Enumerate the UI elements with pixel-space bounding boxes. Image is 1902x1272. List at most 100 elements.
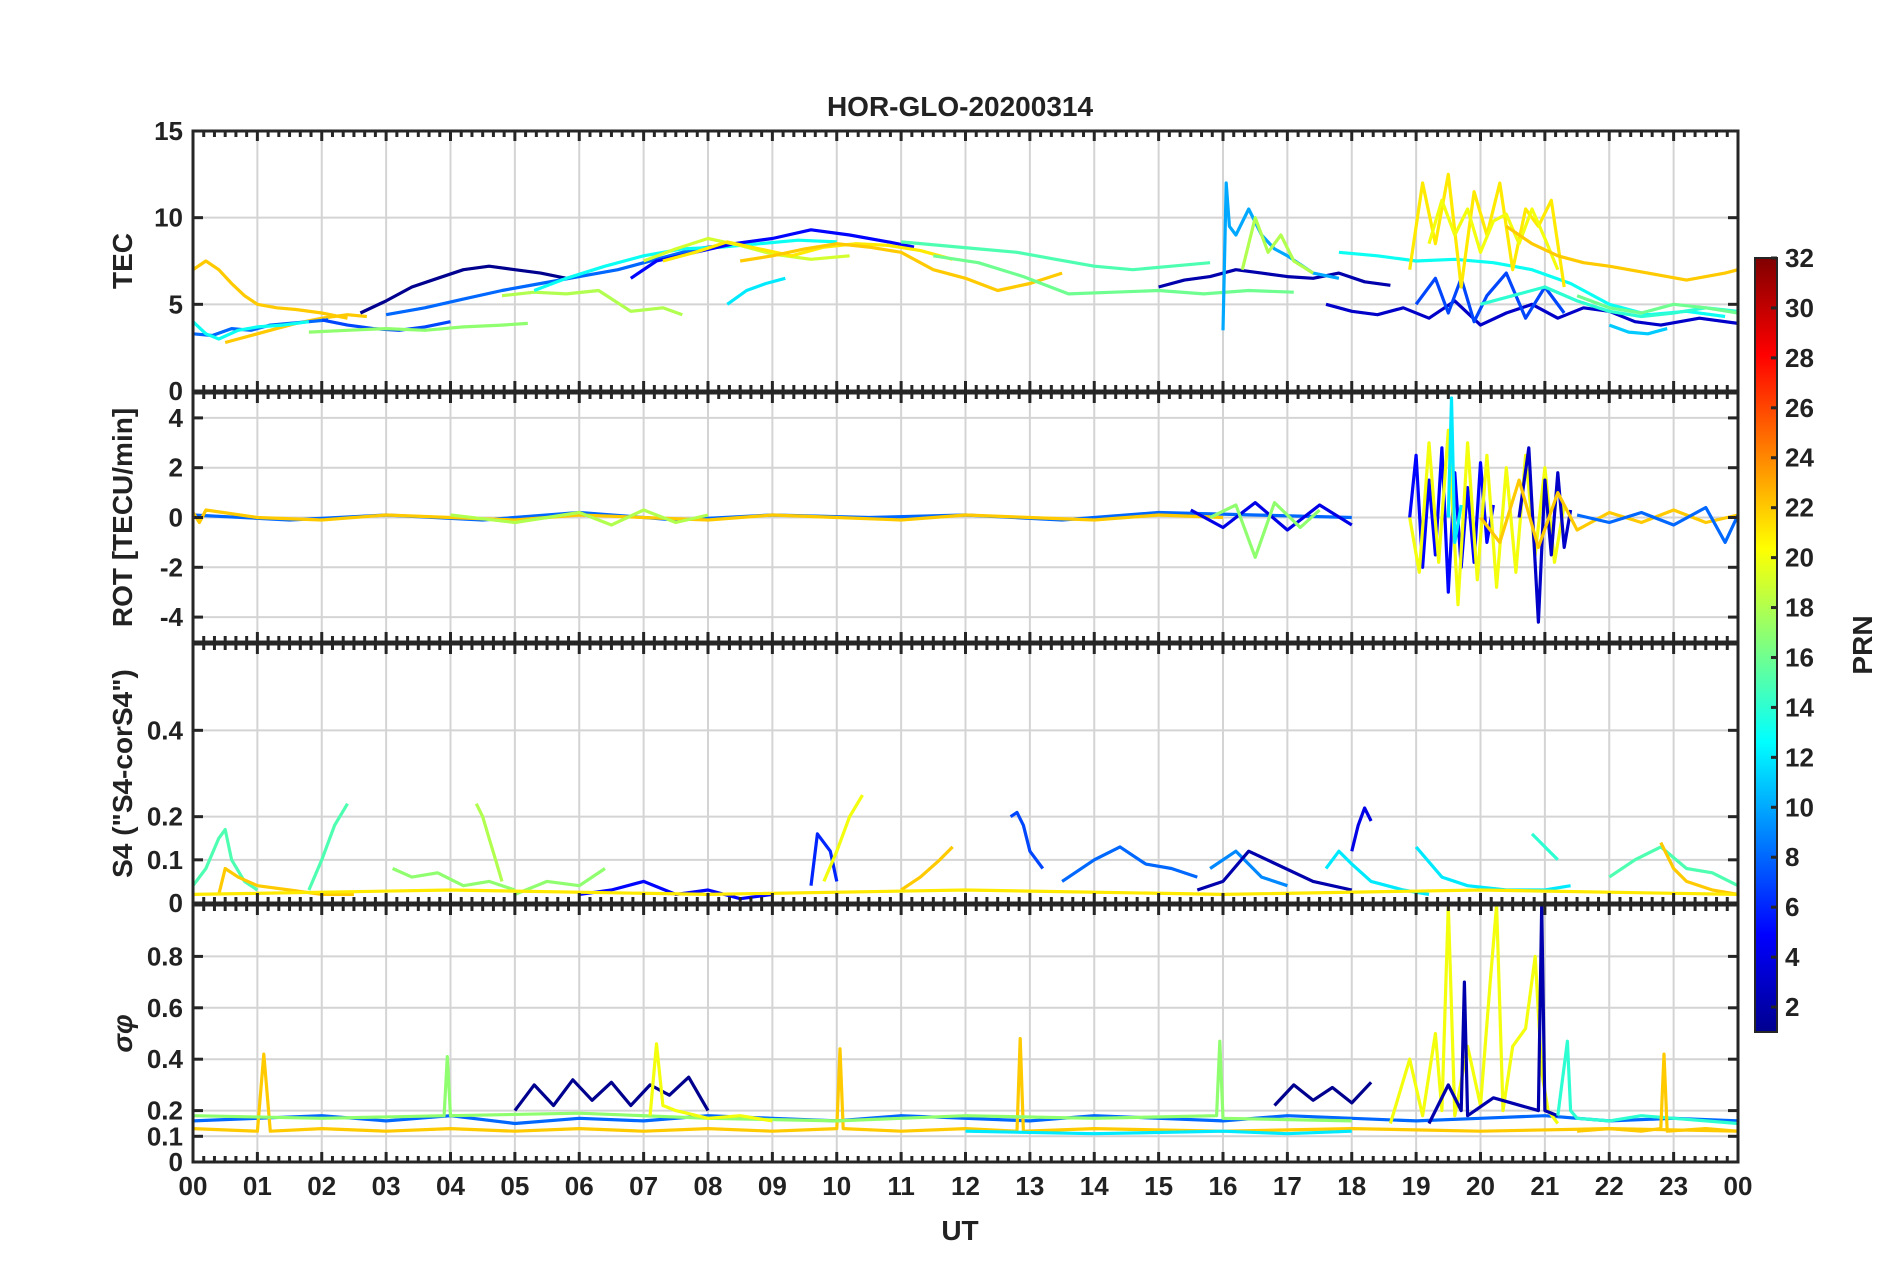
panel-sigma_phi: 00.10.2 0.4 0.6 0.8 σφ: [107, 903, 1740, 1177]
colorbar-tick-label: 10: [1785, 792, 1814, 822]
x-tick-label: 09: [758, 1171, 787, 1201]
trace-prn-22: [900, 845, 954, 892]
trace-prn-20: [648, 1042, 773, 1123]
colorbar-tick-label: 4: [1785, 942, 1800, 972]
x-tick-label: 20: [1466, 1171, 1495, 1201]
x-tick-label: 15: [1144, 1171, 1173, 1201]
colorbar-tick-label: 18: [1785, 593, 1814, 623]
colorbar-tick-label: 20: [1785, 543, 1814, 573]
x-tick-label: 16: [1209, 1171, 1238, 1201]
trace-prn-12: [726, 276, 786, 306]
trace-prn-6: [809, 832, 839, 886]
trace-prn-2: [1158, 268, 1391, 289]
x-tick-label: 17: [1273, 1171, 1302, 1201]
y-tick-label: 0.1: [147, 1121, 183, 1151]
trace-prn-22: [1659, 841, 1738, 896]
x-tick-label: 13: [1015, 1171, 1044, 1201]
y-axis-label: S4 ("S4-corS4"): [107, 669, 138, 878]
x-axis: 00 01 02 03 04 05 06 07 08 09 10 11 12 13 14 15 16 17 18 19…: [179, 1171, 1753, 1201]
colorbar-tick-label: 24: [1785, 443, 1814, 473]
y-tick-label: 0.1: [147, 845, 183, 875]
colorbar-gradient: [1754, 257, 1778, 1033]
x-tick-label: 06: [565, 1171, 594, 1201]
trace-prn-1: [1273, 1081, 1373, 1107]
trace-prn-17: [391, 867, 516, 892]
trace-prn-18: [501, 288, 683, 317]
colorbar-tick-label: 30: [1785, 293, 1814, 323]
trace-prn-13: [533, 238, 837, 292]
x-tick-label: 11: [887, 1171, 915, 1201]
colorbar-tick-label: 32: [1785, 243, 1814, 273]
trace-prn-22: [1479, 478, 1738, 550]
x-tick-label: 19: [1402, 1171, 1431, 1201]
trace-prn-12: [1446, 396, 1463, 545]
trace-prn-20: [822, 794, 864, 883]
x-axis-label: UT: [941, 1215, 978, 1246]
trace-prn-22: [739, 242, 1063, 293]
y-tick-label: 2: [169, 453, 183, 483]
x-tick-label: 02: [307, 1171, 336, 1201]
y-tick-label: 10: [154, 203, 183, 233]
trace-prn-22: [1576, 1052, 1738, 1133]
x-tick-label: 12: [951, 1171, 980, 1201]
trace-prn-20: [1408, 428, 1566, 607]
y-tick-label: 5: [169, 289, 183, 319]
traces: [193, 396, 1738, 624]
y-tick-label: 0.2: [147, 802, 183, 832]
trace-prn-18: [474, 802, 504, 882]
y-tick-label: 0.4: [147, 1044, 184, 1074]
trace-prn-15: [1608, 845, 1738, 888]
trace-prn-21: [662, 240, 954, 263]
trace-prn-22: [193, 259, 348, 320]
trace-prn-14: [1556, 1039, 1738, 1126]
y-tick-label: -4: [160, 602, 184, 632]
y-tick-label: 15: [154, 116, 183, 146]
trace-prn-1: [359, 264, 567, 315]
colorbar-tick-label: 6: [1785, 892, 1799, 922]
y-axis-label: σφ: [107, 1014, 138, 1052]
x-tick-label: 03: [372, 1171, 401, 1201]
trace-prn-2: [1427, 905, 1559, 1125]
x-tick-label: 08: [694, 1171, 723, 1201]
x-tick-label: 00: [179, 1171, 208, 1201]
trace-prn-3: [1325, 299, 1738, 327]
panel-rot: -4 -2 0 2 4 ROT [TECU/min]: [107, 391, 1740, 644]
x-tick-label: 21: [1530, 1171, 1559, 1201]
y-tick-label: 0: [169, 1147, 183, 1177]
y-tick-label: 0.8: [147, 941, 183, 971]
y-tick-label: 0.4: [147, 715, 184, 745]
trace-prn-22: [1505, 224, 1738, 282]
trace-prn-14: [1530, 832, 1559, 861]
trace-prn-12: [965, 1129, 1352, 1136]
y-axis-label: TEC: [107, 233, 138, 289]
colorbar-tick-label: 14: [1785, 692, 1814, 722]
trace-prn-17: [308, 321, 528, 334]
colorbar-tick-label: 12: [1785, 742, 1814, 772]
y-tick-label: 0: [169, 376, 183, 406]
y-axis-label: ROT [TECU/min]: [107, 408, 138, 627]
trace-prn-4: [1350, 806, 1373, 852]
trace-prn-2: [1196, 849, 1353, 892]
y-tick-label: 0: [169, 503, 183, 533]
x-tick-label: 01: [243, 1171, 272, 1201]
chart-title: HOR-GLO-20200314: [827, 91, 1094, 122]
colorbar-tick-label: 26: [1785, 393, 1814, 423]
colorbar-label: PRN: [1847, 615, 1878, 674]
panel-s4: 0 0.1 0.2 0.4 S4 ("S4-corS4"): [107, 642, 1740, 918]
x-tick-label: 23: [1659, 1171, 1688, 1201]
y-tick-label: 4: [169, 403, 184, 433]
traces: [193, 905, 1738, 1136]
y-tick-label: 0.2: [147, 1096, 183, 1126]
trace-prn-22: [193, 508, 1224, 525]
trace-prn-1: [513, 1075, 710, 1112]
y-tick-label: 0.6: [147, 993, 183, 1023]
colorbar-tick-label: 8: [1785, 842, 1799, 872]
trace-prn-7: [1009, 810, 1045, 870]
x-tick-label: 07: [629, 1171, 658, 1201]
panel-tec: 0 5 10 15 TEC: [107, 116, 1740, 406]
trace-prn-15: [307, 802, 349, 891]
trace-prn-16: [1576, 294, 1738, 315]
